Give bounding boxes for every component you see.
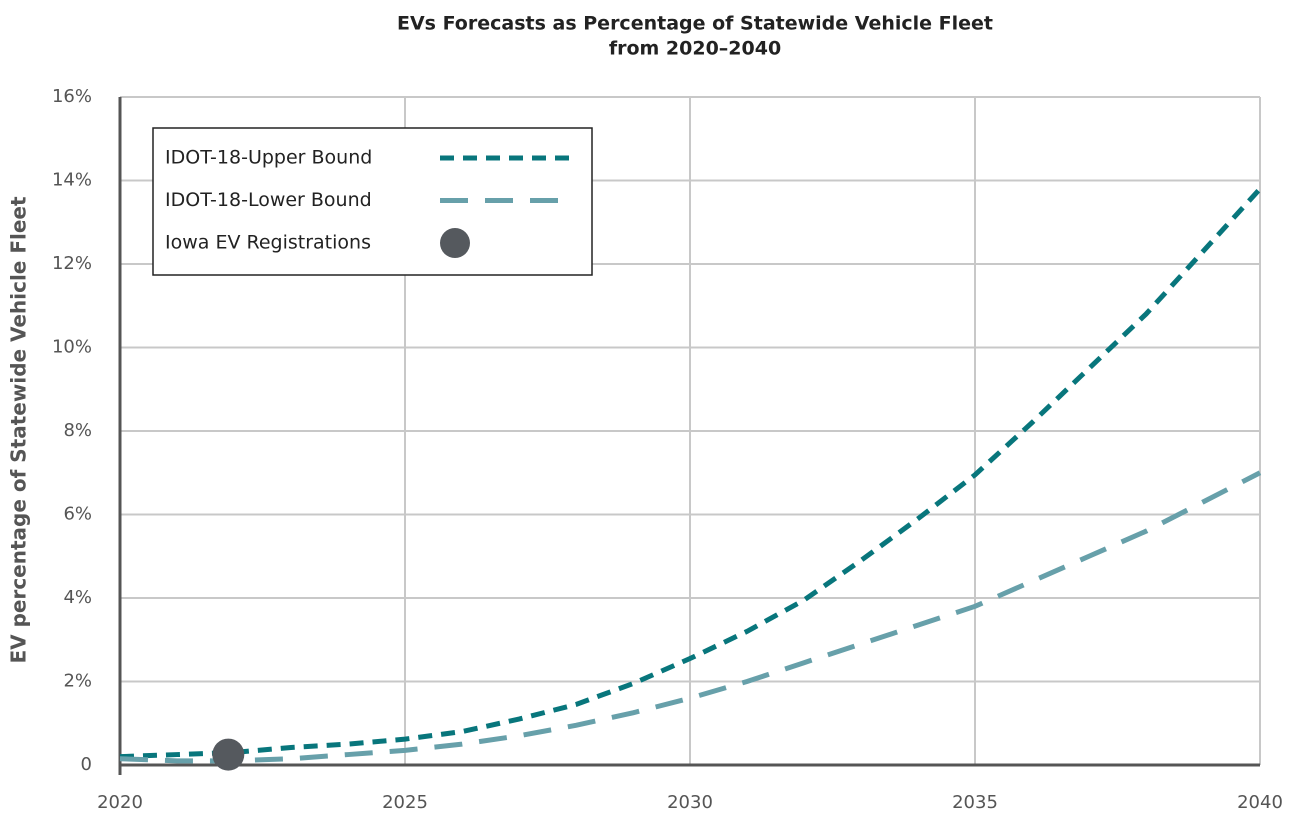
legend-box [152, 127, 593, 276]
legend-label: IDOT-18-Upper Bound [165, 147, 372, 169]
x-tick-label: 2020 [97, 792, 143, 813]
legend-label: Iowa EV Registrations [165, 232, 371, 254]
y-tick-label: 16% [52, 86, 92, 107]
series-line [119, 470, 1262, 764]
x-tick-label: 2025 [382, 792, 428, 813]
y-tick-label: 10% [52, 337, 92, 358]
y-axis-label: EV percentage of Statewide Vehicle Fleet [7, 196, 31, 664]
chart-title: from 2020–2040 [609, 38, 781, 60]
chart-title: EVs Forecasts as Percentage of Statewide… [397, 13, 993, 35]
y-tick-label: 0 [81, 754, 92, 775]
data-point [212, 738, 245, 771]
x-tick-label: 2040 [1237, 792, 1283, 813]
x-tick-label: 2035 [952, 792, 998, 813]
y-tick-label: 6% [63, 504, 92, 525]
y-tick-label: 2% [63, 671, 92, 692]
y-tick-label: 14% [52, 170, 92, 191]
y-tick-label: 12% [52, 253, 92, 274]
legend-label: IDOT-18-Lower Bound [165, 189, 372, 211]
y-tick-label: 4% [63, 587, 92, 608]
series-line [119, 187, 1262, 760]
legend-swatch [440, 228, 470, 258]
x-tick-label: 2030 [667, 792, 713, 813]
y-tick-label: 8% [63, 420, 92, 441]
